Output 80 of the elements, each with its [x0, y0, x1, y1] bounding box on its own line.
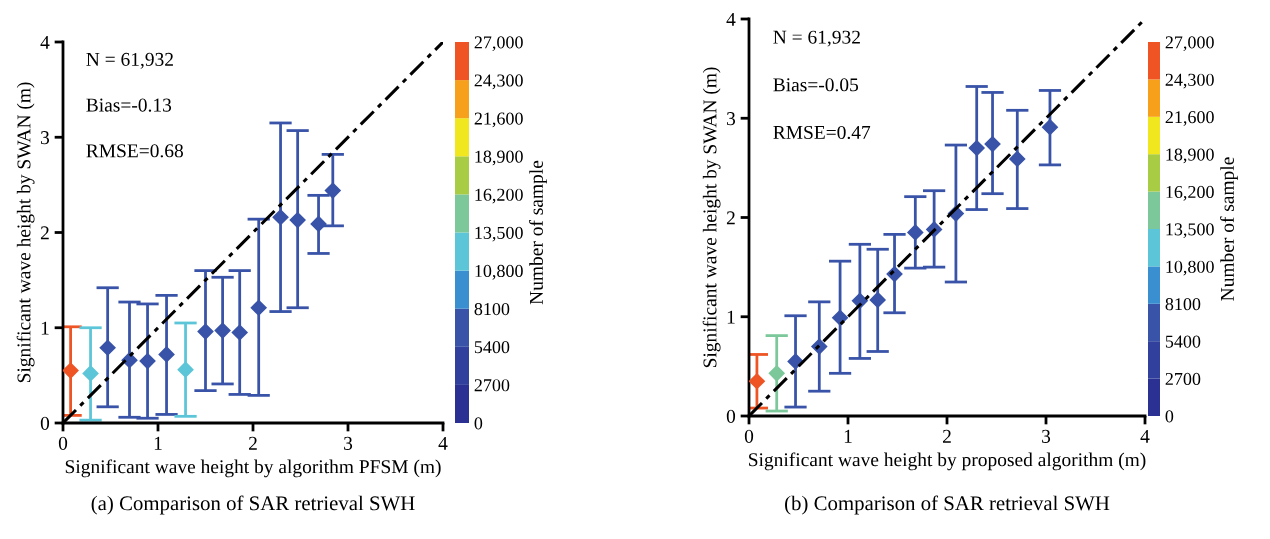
point	[1009, 151, 1026, 167]
color-bar-label: 2700	[1165, 372, 1201, 386]
color-bar-label: 8100	[474, 302, 510, 316]
y-tick-label: 1	[727, 310, 735, 324]
point	[968, 140, 985, 156]
point	[82, 365, 99, 382]
color-bar-label: 2700	[474, 379, 510, 392]
point	[324, 182, 341, 199]
point	[177, 361, 194, 378]
point	[832, 309, 848, 326]
y-tick-label: 3	[41, 131, 50, 145]
color-bar-label: 5400	[1165, 335, 1201, 348]
x-tick-label: 4	[1140, 429, 1150, 443]
annotation: N = 61,932	[86, 52, 173, 69]
color-bar-label: 21,600	[474, 112, 523, 128]
x-tick-label: 2	[248, 436, 257, 450]
text: (b) Comparison of SAR retrieval SWH	[785, 495, 1110, 515]
color-bar-label: 0	[474, 417, 483, 430]
color-bar-label: 18,900	[475, 150, 523, 166]
y-axis-title: Significant wave height by SWAN (m)	[702, 67, 721, 368]
color-bar-label: 16,200	[475, 188, 523, 204]
y-axis-title: Significant wave height by SWAN (m)	[16, 82, 35, 383]
point	[231, 324, 248, 341]
y-tick-label: 4	[726, 12, 736, 26]
point	[214, 322, 231, 339]
point	[1042, 119, 1058, 136]
point	[310, 216, 327, 232]
y-tick-label: 2	[40, 226, 49, 240]
point	[272, 209, 289, 226]
x-tick-label: 3	[1042, 429, 1051, 443]
color-bar-label: 8100	[1165, 298, 1201, 311]
x-tick-label: 3	[344, 436, 353, 450]
x-tick-label: 1	[154, 436, 162, 450]
point	[158, 346, 175, 363]
annotation: RMSE=0.68	[86, 144, 183, 158]
color-bar-label: 27,000	[474, 36, 523, 52]
color-bar-label: 16,200	[1166, 185, 1214, 201]
x-tick-label: 2	[942, 429, 951, 443]
color-bar-title: Number of sample	[529, 160, 547, 305]
y-tick-label: 0	[726, 409, 736, 423]
x-tick-label: 0	[744, 429, 754, 443]
annotation: Bias=-0.05	[773, 78, 859, 92]
x-axis-title: Significant wave height by proposed algorithm (m)	[749, 452, 1146, 471]
color-bar-label: 5400	[474, 341, 510, 354]
annotation: Bias=-0.13	[86, 98, 172, 112]
point	[907, 224, 924, 241]
point	[749, 373, 765, 390]
color-bar-label: 13,500	[1166, 223, 1214, 239]
x-axis-title: Significant wave height by algorithm PFSM (m)	[65, 459, 441, 478]
x-tick-label: 0	[58, 436, 68, 450]
color-bar-label: 10,800	[1166, 260, 1214, 276]
point	[99, 339, 116, 356]
y-tick-label: 3	[727, 112, 736, 126]
color-bar-label: 27,000	[1165, 36, 1214, 52]
color-bar-label: 24,300	[1165, 73, 1214, 89]
point	[289, 212, 306, 229]
color-bar-label: 21,600	[1165, 111, 1214, 126]
y-tick-label: 0	[40, 416, 50, 430]
x-tick-label: 4	[438, 436, 448, 450]
point	[250, 299, 267, 316]
point	[984, 136, 1001, 152]
point	[63, 362, 79, 379]
annotation: N = 61,932	[773, 30, 860, 47]
y-tick-label: 4	[40, 35, 50, 49]
color-bar-label: 18,900	[1166, 148, 1214, 164]
annotation: RMSE=0.47	[773, 125, 871, 140]
point	[139, 353, 156, 369]
point	[197, 323, 214, 340]
color-bar-label: 13,500	[475, 226, 523, 242]
point	[869, 291, 886, 308]
point	[787, 353, 804, 370]
color-bar-label: 24,300	[474, 74, 523, 90]
point	[768, 365, 785, 382]
color-bar-label: 10,800	[475, 264, 523, 280]
y-tick-label: 2	[726, 211, 735, 225]
y-tick-label: 1	[41, 321, 49, 335]
color-bar-label: 0	[1165, 410, 1174, 423]
color-bar-title: Number of sample	[1220, 157, 1238, 301]
text: (a) Comparison of SAR retrieval SWH	[91, 495, 415, 515]
x-tick-label: 1	[844, 429, 852, 443]
